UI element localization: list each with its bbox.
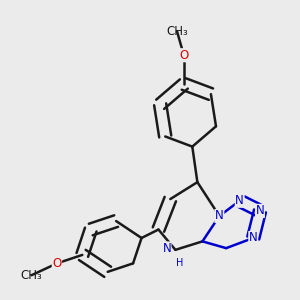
Text: N: N	[215, 209, 224, 223]
Text: N: N	[163, 242, 171, 255]
Text: N: N	[256, 204, 264, 218]
Text: CH₃: CH₃	[166, 25, 188, 38]
Text: H: H	[176, 258, 183, 268]
Text: N: N	[235, 194, 244, 207]
Text: O: O	[52, 257, 62, 270]
Text: N: N	[249, 232, 258, 244]
Text: O: O	[179, 49, 188, 62]
Text: CH₃: CH₃	[21, 269, 42, 282]
